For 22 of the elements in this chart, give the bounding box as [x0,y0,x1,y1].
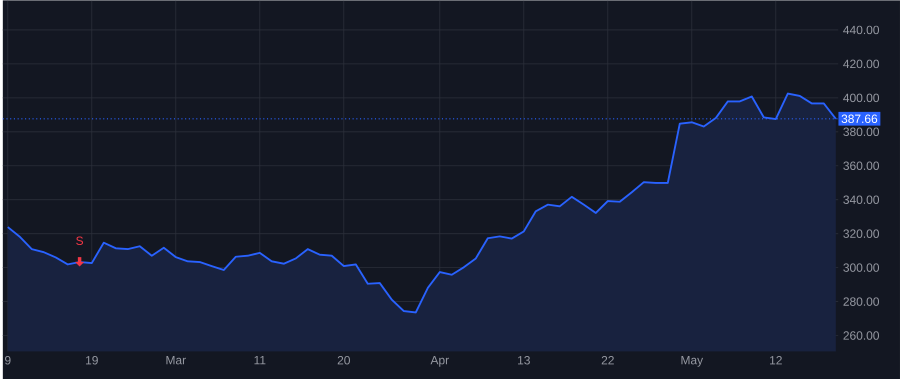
y-tick-label: 440.00 [843,26,880,34]
y-tick-label: 340.00 [843,195,880,204]
x-tick-label: 9 [5,356,11,364]
x-tick-label: Apr [430,356,449,367]
y-tick-label: 280.00 [843,297,880,306]
y-tick-label: 420.00 [843,60,880,68]
annotation: S [76,236,84,245]
x-tick-label: 20 [338,356,350,364]
y-tick-label: 380.00 [843,127,880,136]
x-tick-label: 12 [770,356,782,364]
x-tick-label: 19 [86,356,98,364]
x-tick-label: May [681,356,704,367]
y-tick-label: 300.00 [843,263,880,272]
x-tick-label: 11 [254,356,266,364]
x-tick-label: 13 [518,356,530,364]
x-tick-label: 22 [602,356,614,364]
x-tick-label: Mar [166,356,186,364]
y-tick-label: 260.00 [843,331,880,340]
y-tick-label: 360.00 [843,161,880,170]
y-tick-label: 400.00 [843,93,880,102]
y-tick-label: 320.00 [843,229,880,238]
ref-line-label: 387.66 [842,114,878,123]
